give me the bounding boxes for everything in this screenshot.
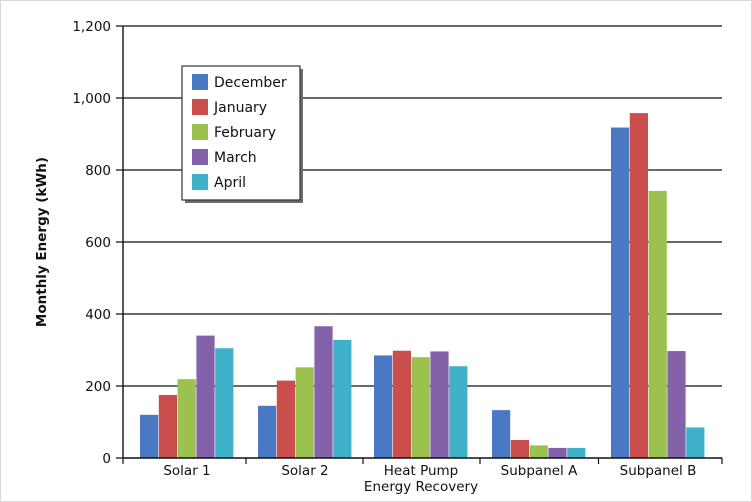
bar-march-3 xyxy=(548,447,567,458)
bar-january-1 xyxy=(276,380,295,458)
bar-december-1 xyxy=(258,405,277,458)
legend-label: January xyxy=(213,100,267,116)
y-axis-label: Monthly Energy (kWh) xyxy=(34,157,50,327)
labels: 0 200 400 600 800 1,000 1,200 Solar 1 Solar 2 Hea… xyxy=(72,19,696,495)
y-tick-label: 1,000 xyxy=(72,91,111,107)
legend: December January February March April xyxy=(181,65,303,203)
x-category-label: Subpanel B xyxy=(620,463,697,479)
bar-december-4 xyxy=(611,127,630,459)
x-category-label: Heat Pump Energy Recovery xyxy=(364,463,478,495)
legend-label: March xyxy=(214,150,257,166)
bar-march-4 xyxy=(667,351,686,458)
legend-swatch xyxy=(192,124,208,140)
bar-december-0 xyxy=(140,414,159,458)
bar-april-2 xyxy=(449,366,468,458)
bar-march-1 xyxy=(314,326,333,458)
bar-february-0 xyxy=(177,379,196,458)
bar-february-1 xyxy=(295,367,314,458)
x-category-label: Subpanel A xyxy=(501,463,578,479)
x-category-label: Solar 1 xyxy=(163,463,210,479)
bar-april-4 xyxy=(686,427,705,458)
bars xyxy=(140,113,705,459)
bar-january-2 xyxy=(392,350,411,458)
legend-label: February xyxy=(214,125,276,141)
x-category-label: Solar 2 xyxy=(281,463,328,479)
legend-swatch xyxy=(192,74,208,90)
y-tick-label: 400 xyxy=(85,307,111,323)
bar-march-0 xyxy=(196,335,215,458)
axes xyxy=(116,25,723,464)
legend-swatch xyxy=(192,149,208,165)
legend-swatch xyxy=(192,174,208,190)
bar-january-0 xyxy=(158,395,177,458)
bar-april-3 xyxy=(567,447,586,458)
y-tick-label: 200 xyxy=(85,379,111,395)
bar-march-2 xyxy=(430,351,449,458)
y-tick-label: 0 xyxy=(102,451,111,467)
bar-january-3 xyxy=(510,440,529,458)
y-tick-label: 800 xyxy=(85,163,111,179)
legend-swatch xyxy=(192,99,208,115)
bar-april-0 xyxy=(215,348,234,458)
y-tick-label: 1,200 xyxy=(72,19,111,35)
bar-february-4 xyxy=(648,190,667,458)
bar-april-1 xyxy=(333,339,352,458)
bar-december-2 xyxy=(374,355,393,458)
bar-february-3 xyxy=(529,445,548,458)
bar-february-2 xyxy=(411,357,430,458)
legend-label: December xyxy=(214,75,287,91)
y-tick-label: 600 xyxy=(85,235,111,251)
legend-label: April xyxy=(214,175,246,191)
bar-january-4 xyxy=(629,113,648,459)
bar-december-3 xyxy=(492,410,511,458)
